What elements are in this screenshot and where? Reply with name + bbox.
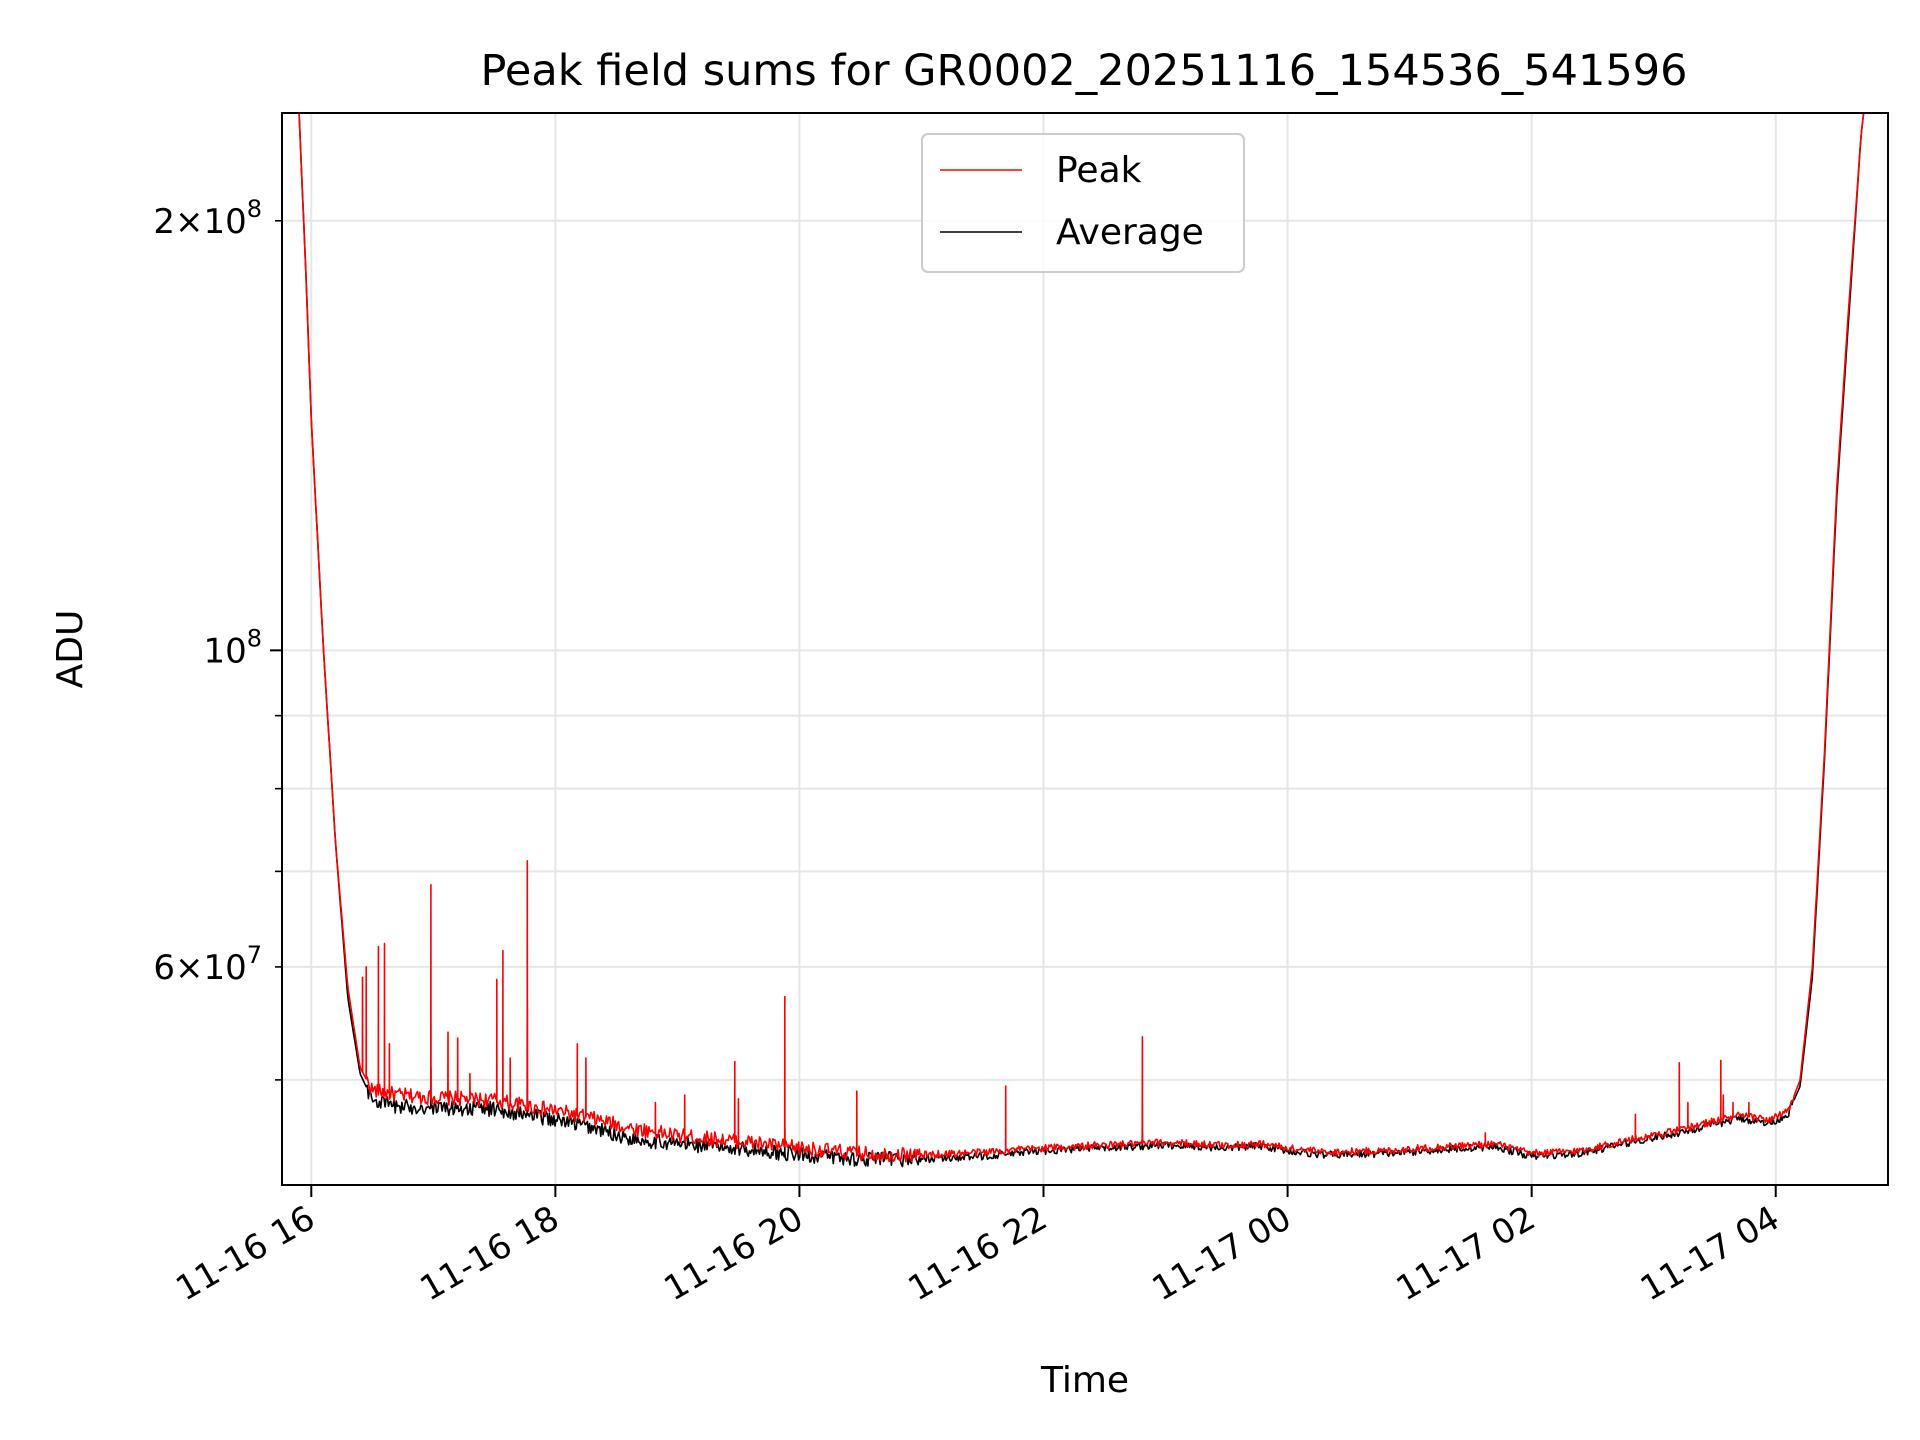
y-axis-label: ADU <box>50 610 91 689</box>
y-tick-label: 2×108 <box>153 195 262 242</box>
legend-peak-label: Peak <box>1056 150 1142 191</box>
peak-series-line <box>298 113 1865 1163</box>
y-tick-mantissa: 6 <box>153 948 175 988</box>
y-tick-mantissa: 2 <box>153 202 175 242</box>
series-lines <box>298 113 1865 1168</box>
chart-title: Peak field sums for GR0002_20251116_1545… <box>481 46 1688 96</box>
y-tick-exponent: 7 <box>247 941 262 969</box>
x-axis-label: Time <box>1040 1360 1129 1401</box>
plot-area-frame <box>281 112 1889 1186</box>
legend-box <box>921 133 1245 273</box>
y-tick-exponent: 8 <box>247 624 262 652</box>
legend-average-label: Average <box>1056 212 1204 253</box>
y-tick-base: 10 <box>203 202 246 242</box>
y-tick-times: × <box>175 202 204 242</box>
y-tick-base: 10 <box>203 631 246 671</box>
y-tick-times: × <box>175 948 204 988</box>
y-tick-label: 108 <box>203 624 262 671</box>
y-tick-base: 10 <box>203 948 246 988</box>
y-tick-exponent: 8 <box>247 195 262 223</box>
y-tick-label: 6×107 <box>153 941 262 988</box>
grid-lines <box>282 113 1888 1185</box>
legend: Peak Average <box>921 133 1245 273</box>
